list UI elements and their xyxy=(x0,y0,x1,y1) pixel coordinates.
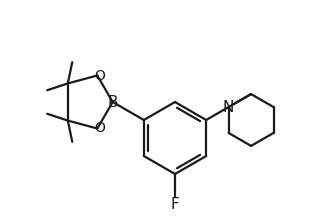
Text: O: O xyxy=(94,70,105,84)
Text: O: O xyxy=(94,121,105,134)
Text: N: N xyxy=(223,99,234,115)
Text: B: B xyxy=(107,95,118,110)
Text: F: F xyxy=(171,197,179,212)
